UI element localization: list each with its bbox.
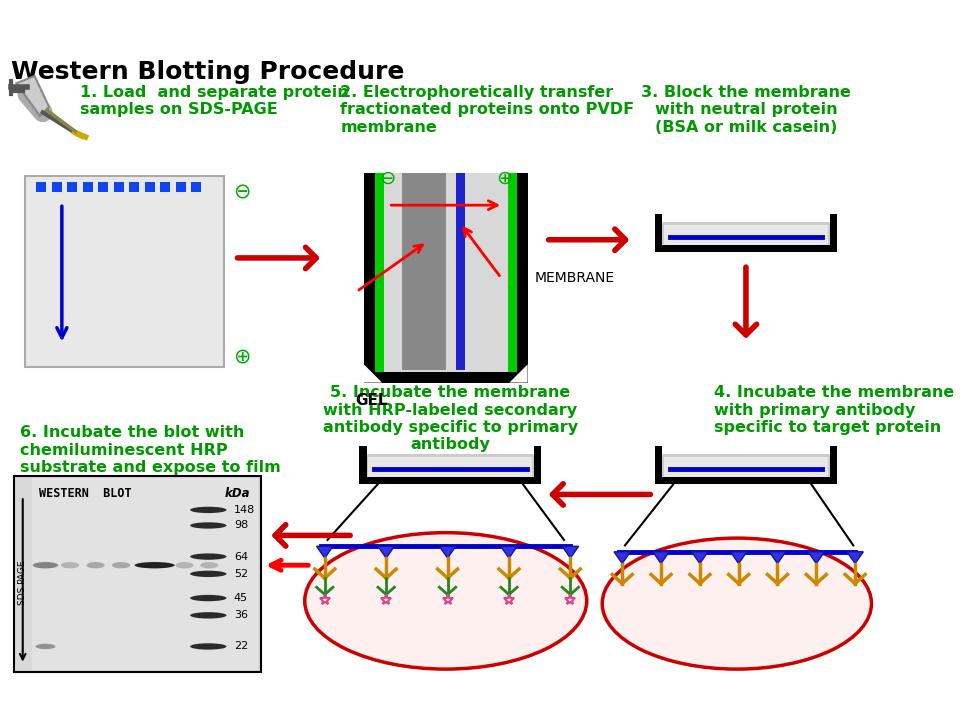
Text: WESTERN  BLOT: WESTERN BLOT [39, 487, 132, 500]
Bar [129, 183, 139, 193]
Bar [98, 183, 109, 193]
Bar [175, 183, 186, 193]
Bar [663, 226, 827, 249]
Text: MEMBRANE: MEMBRANE [534, 271, 614, 285]
Polygon shape [652, 552, 669, 563]
Polygon shape [439, 546, 456, 558]
Bar [145, 183, 155, 193]
Bar [654, 446, 661, 485]
Bar [507, 173, 516, 372]
Bar [375, 173, 383, 372]
Text: Western Blotting Procedure: Western Blotting Procedure [11, 59, 404, 84]
Ellipse shape [601, 538, 870, 669]
Polygon shape [364, 364, 381, 382]
Bar [113, 183, 123, 193]
Polygon shape [690, 552, 707, 563]
Bar [654, 245, 836, 253]
Ellipse shape [200, 562, 218, 569]
Bar [828, 446, 836, 485]
Bar [67, 183, 77, 193]
Bar [25, 176, 224, 367]
Bar [364, 173, 375, 382]
Text: ⊕: ⊕ [233, 346, 250, 366]
Text: 6. Incubate the blot with
chemiluminescent HRP
substrate and expose to film: 6. Incubate the blot with chemiluminesce… [20, 425, 281, 475]
Text: 1. Load  and separate protein
samples on SDS-PAGE: 1. Load and separate protein samples on … [80, 85, 348, 117]
Bar [455, 173, 465, 370]
Bar [52, 183, 62, 193]
Bar [191, 183, 200, 193]
Bar [533, 446, 541, 485]
Ellipse shape [190, 612, 226, 619]
Ellipse shape [135, 562, 174, 569]
Ellipse shape [32, 562, 58, 569]
Polygon shape [730, 552, 746, 563]
Bar [828, 214, 836, 253]
Text: 98: 98 [234, 521, 247, 531]
Polygon shape [561, 546, 578, 558]
Polygon shape [769, 552, 785, 563]
Text: 148: 148 [234, 505, 255, 515]
Ellipse shape [190, 571, 226, 577]
Bar [654, 214, 661, 253]
Text: 22: 22 [234, 642, 247, 652]
Bar [516, 173, 527, 382]
Ellipse shape [190, 507, 226, 513]
Text: GEL: GEL [354, 394, 387, 408]
Bar [654, 477, 836, 485]
Ellipse shape [86, 562, 105, 569]
Text: 4. Incubate the membrane
with primary antibody
specific to target protein: 4. Incubate the membrane with primary an… [713, 385, 954, 435]
Text: 5. Incubate the membrane
with HRP-labeled secondary
antibody specific to primary: 5. Incubate the membrane with HRP-labele… [323, 385, 577, 453]
Bar [663, 457, 827, 481]
Text: 64: 64 [234, 551, 247, 561]
Bar [661, 453, 828, 485]
Bar [83, 183, 93, 193]
Bar [160, 183, 170, 193]
Ellipse shape [175, 562, 194, 569]
Text: ⊖: ⊖ [233, 183, 250, 203]
Ellipse shape [61, 562, 79, 569]
Text: 3. Block the membrane
with neutral protein
(BSA or milk casein): 3. Block the membrane with neutral prote… [641, 85, 850, 135]
Polygon shape [17, 76, 49, 116]
Polygon shape [378, 546, 394, 558]
Ellipse shape [190, 595, 226, 601]
Ellipse shape [190, 553, 226, 560]
Bar [36, 183, 46, 193]
Text: 45: 45 [234, 593, 247, 603]
Text: SDS PAGE: SDS PAGE [19, 561, 27, 606]
Bar [359, 446, 366, 485]
Text: ⊖: ⊖ [378, 168, 395, 188]
Polygon shape [613, 552, 630, 563]
Polygon shape [501, 546, 516, 558]
Ellipse shape [111, 562, 130, 569]
Bar [359, 477, 541, 485]
Polygon shape [316, 546, 333, 558]
Polygon shape [807, 552, 823, 563]
Text: kDa: kDa [225, 487, 250, 500]
Text: 36: 36 [234, 610, 247, 620]
Bar [366, 453, 533, 485]
Bar [32, 478, 258, 670]
Text: 2. Electrophoretically transfer
fractionated proteins onto PVDF
membrane: 2. Electrophoretically transfer fraction… [340, 85, 634, 135]
Polygon shape [846, 552, 863, 563]
Bar [383, 173, 507, 372]
Text: 52: 52 [234, 569, 247, 579]
Bar [368, 457, 532, 481]
Polygon shape [509, 364, 527, 382]
Ellipse shape [190, 643, 226, 649]
Bar [402, 173, 445, 370]
Bar [661, 221, 828, 253]
Bar [14, 476, 261, 672]
Ellipse shape [35, 644, 56, 649]
Text: ⊕: ⊕ [495, 168, 511, 188]
Bar [364, 372, 527, 382]
Ellipse shape [190, 522, 226, 528]
Ellipse shape [304, 533, 586, 669]
